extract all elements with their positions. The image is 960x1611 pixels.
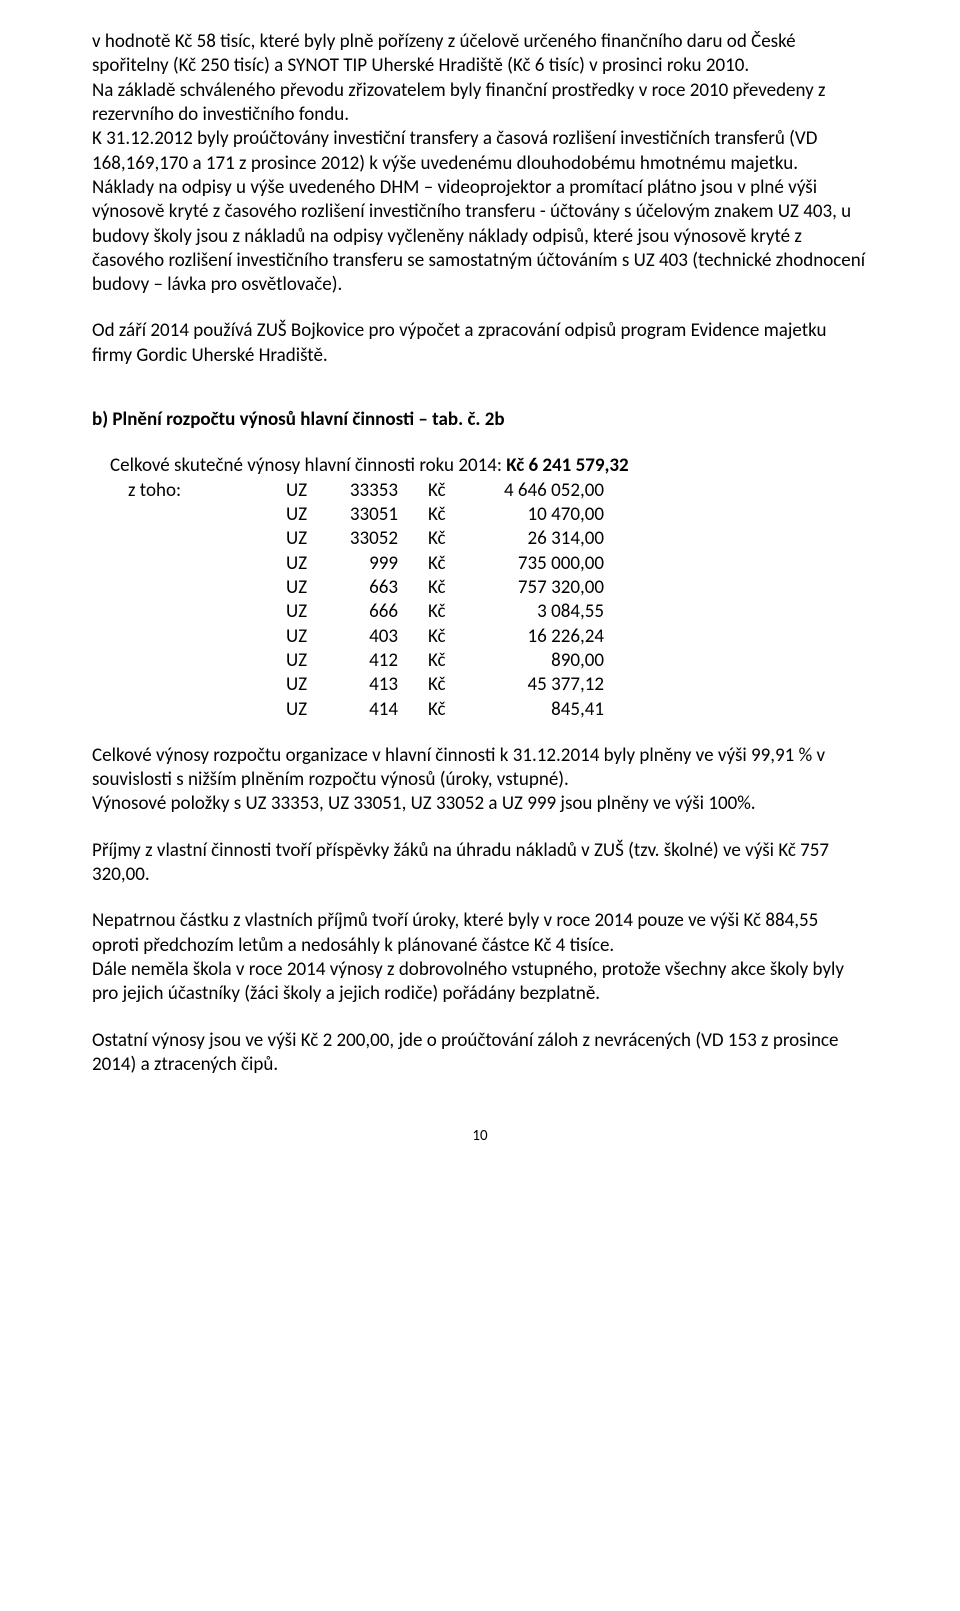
kc-amount: 845,41 [468, 698, 604, 722]
uz-label: UZ [286, 479, 342, 503]
uz-table: z toho: UZ 33353 Kč 4 646 052,00 UZ 3305… [128, 479, 868, 722]
paragraph-2-text: Na základě schváleného převodu zřizovate… [92, 79, 826, 126]
uz-label: UZ [286, 576, 342, 600]
kc-label: Kč [428, 552, 468, 576]
kc-label: Kč [428, 673, 468, 697]
uz-label: UZ [286, 698, 342, 722]
kc-amount: 26 314,00 [468, 527, 604, 551]
kc-label: Kč [428, 600, 468, 624]
uz-label: UZ [286, 673, 342, 697]
table-row: UZ 999 Kč 735 000,00 [128, 552, 868, 576]
kc-label: Kč [428, 479, 468, 503]
kc-amount: 890,00 [468, 649, 604, 673]
kc-label: Kč [428, 698, 468, 722]
uz-code: 403 [342, 625, 428, 649]
uz-label: UZ [286, 552, 342, 576]
page-number: 10 [92, 1127, 868, 1146]
table-row: UZ 663 Kč 757 320,00 [128, 576, 868, 600]
uz-label: UZ [286, 527, 342, 551]
paragraph-9-10: Nepatrnou částku z vlastních příjmů tvoř… [92, 909, 868, 1006]
section-heading-b: b) Plnění rozpočtu výnosů hlavní činnost… [92, 408, 868, 432]
paragraph-10-text: Dále neměla škola v roce 2014 výnosy z d… [92, 958, 844, 1005]
paragraph-11: Ostatní výnosy jsou ve výši Kč 2 200,00,… [92, 1029, 868, 1078]
paragraph-6-7: Celkové výnosy rozpočtu organizace v hla… [92, 744, 868, 817]
table-row: UZ 413 Kč 45 377,12 [128, 673, 868, 697]
kc-amount: 757 320,00 [468, 576, 604, 600]
paragraph-6-text: Celkové výnosy rozpočtu organizace v hla… [92, 744, 825, 791]
kc-label: Kč [428, 649, 468, 673]
table-row: UZ 403 Kč 16 226,24 [128, 625, 868, 649]
table-row: UZ 412 Kč 890,00 [128, 649, 868, 673]
total-amount: Kč 6 241 579,32 [506, 454, 628, 477]
kc-amount: 3 084,55 [468, 600, 604, 624]
kc-amount: 4 646 052,00 [468, 479, 604, 503]
kc-amount: 10 470,00 [468, 503, 604, 527]
paragraph-4-text: Náklady na odpisy u výše uvedeného DHM –… [92, 176, 865, 296]
kc-amount: 45 377,12 [468, 673, 604, 697]
uz-label: UZ [286, 649, 342, 673]
paragraph-8: Příjmy z vlastní činnosti tvoří příspěvk… [92, 839, 868, 888]
uz-code: 999 [342, 552, 428, 576]
kc-label: Kč [428, 625, 468, 649]
uz-code: 666 [342, 600, 428, 624]
uz-label: UZ [286, 625, 342, 649]
paragraph-1: v hodnotě Kč 58 tisíc, které byly plně p… [92, 30, 868, 297]
paragraph-5: Od září 2014 používá ZUŠ Bojkovice pro v… [92, 319, 868, 368]
paragraph-9-text: Nepatrnou částku z vlastních příjmů tvoř… [92, 909, 818, 956]
paragraph-1-text: v hodnotě Kč 58 tisíc, které byly plně p… [92, 30, 796, 77]
total-prefix: Celkové skutečné výnosy hlavní činnosti … [110, 454, 506, 477]
uz-label: UZ [286, 503, 342, 527]
uz-code: 33353 [342, 479, 428, 503]
table-row: UZ 33051 Kč 10 470,00 [128, 503, 868, 527]
uz-code: 414 [342, 698, 428, 722]
kc-amount: 735 000,00 [468, 552, 604, 576]
paragraph-3-text: K 31.12.2012 byly proúčtovány investiční… [92, 127, 817, 174]
total-line: Celkové skutečné výnosy hlavní činnosti … [110, 454, 868, 478]
uz-code: 412 [342, 649, 428, 673]
kc-amount: 16 226,24 [468, 625, 604, 649]
uz-code: 33052 [342, 527, 428, 551]
totals-block: Celkové skutečné výnosy hlavní činnosti … [110, 454, 868, 721]
kc-label: Kč [428, 503, 468, 527]
paragraph-7-text: Výnosové položky s UZ 33353, UZ 33051, U… [92, 792, 756, 815]
uz-label: UZ [286, 600, 342, 624]
kc-label: Kč [428, 527, 468, 551]
ztoho-label: z toho: [128, 479, 286, 503]
kc-label: Kč [428, 576, 468, 600]
table-row: UZ 666 Kč 3 084,55 [128, 600, 868, 624]
uz-code: 33051 [342, 503, 428, 527]
uz-code: 663 [342, 576, 428, 600]
uz-code: 413 [342, 673, 428, 697]
table-row: z toho: UZ 33353 Kč 4 646 052,00 [128, 479, 868, 503]
table-row: UZ 33052 Kč 26 314,00 [128, 527, 868, 551]
table-row: UZ 414 Kč 845,41 [128, 698, 868, 722]
